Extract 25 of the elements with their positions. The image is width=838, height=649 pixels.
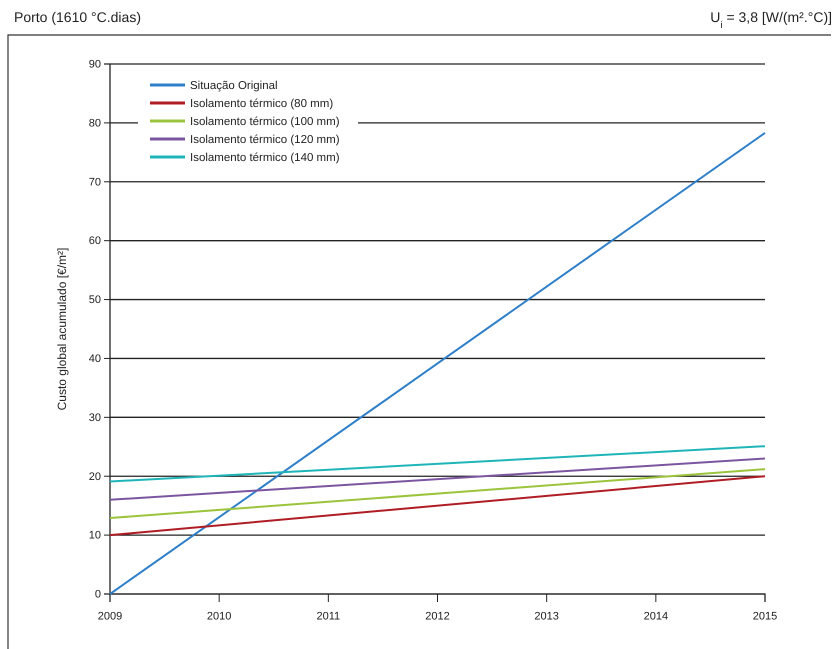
y-tick-label: 80: [88, 117, 101, 130]
x-tick-label: 2009: [98, 610, 122, 622]
y-tick-label: 0: [94, 588, 101, 601]
x-tick-label: 2012: [425, 610, 450, 622]
legend-label: Situação Original: [190, 80, 278, 92]
chart-subtitle: U$_{i}$ = 3,8 [W/(m².°C)]: [710, 9, 832, 30]
y-tick-label: 30: [88, 412, 101, 424]
y-axis-title: Custo global acumulado [€/m²]: [55, 248, 69, 410]
x-tick-label: 2013: [534, 610, 559, 622]
y-tick-label: 50: [88, 294, 101, 306]
legend-label: Isolamento térmico (80 mm): [190, 98, 334, 110]
y-tick-label: 60: [88, 235, 101, 248]
y-tick-label: 90: [88, 58, 101, 71]
y-tick-label: 40: [88, 352, 101, 365]
y-tick-label: 70: [88, 176, 101, 188]
x-tick-label: 2014: [644, 610, 668, 622]
y-tick-label: 10: [88, 530, 101, 542]
x-tick-label: 2015: [752, 610, 778, 622]
legend-label: Isolamento térmico (140 mm): [190, 152, 340, 164]
x-tick-label: 2011: [316, 610, 340, 622]
chart-title: Porto (1610 °C.dias): [14, 9, 141, 25]
y-tick-label: 20: [88, 470, 101, 483]
legend-label: Isolamento térmico (100 mm): [190, 116, 340, 128]
x-tick-label: 2010: [206, 610, 232, 622]
legend-label: Isolamento térmico (120 mm): [190, 134, 340, 146]
